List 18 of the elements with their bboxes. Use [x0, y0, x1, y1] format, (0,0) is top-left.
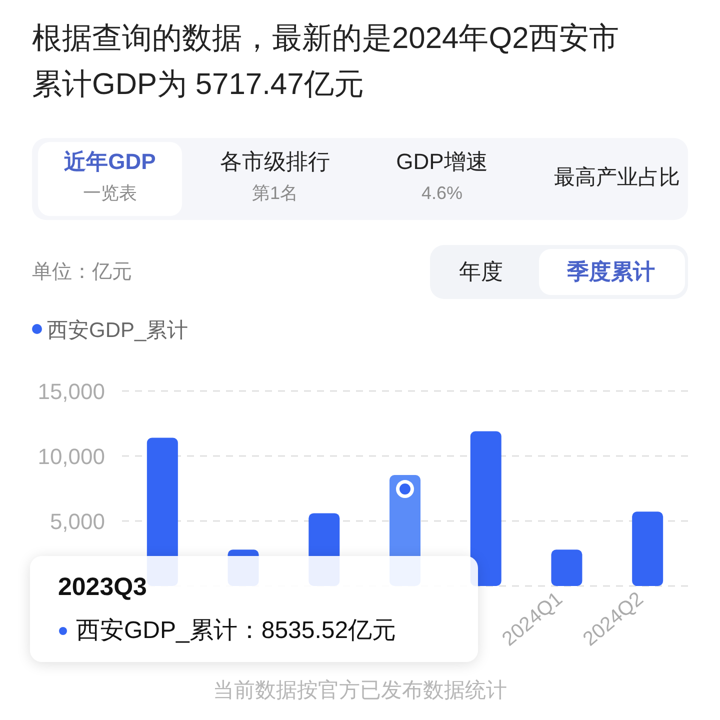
chart-title: 根据查询的数据，最新的是2024年Q2西安市累计GDP为 5717.47亿元 — [32, 21, 620, 103]
text: 第1名 — [250, 182, 299, 205]
text: 近年GDP — [63, 148, 157, 176]
text: 4.6% — [420, 182, 464, 205]
tooltip-value: 西安GDP_累计：8535.52亿元 — [76, 616, 396, 646]
y-tick-label: 15,000 — [38, 379, 105, 404]
y-axis-title: 单位：亿元 — [32, 260, 132, 285]
legend-label: 西安GDP_累计 — [47, 319, 188, 342]
tooltip-title: 2023Q3 — [58, 572, 147, 603]
text: 各市级排行 — [219, 148, 331, 176]
text: 年度 — [458, 258, 504, 286]
text: 最高产业占比 — [553, 165, 681, 191]
y-tick-label: 5,000 — [50, 509, 105, 534]
text: GDP增速 — [395, 148, 489, 176]
text: 当前数据按官方已发布数据统计 — [212, 678, 508, 704]
text: 一览表 — [82, 182, 138, 205]
text: 季度累计 — [566, 258, 656, 286]
y-tick-label: 10,000 — [38, 444, 105, 469]
